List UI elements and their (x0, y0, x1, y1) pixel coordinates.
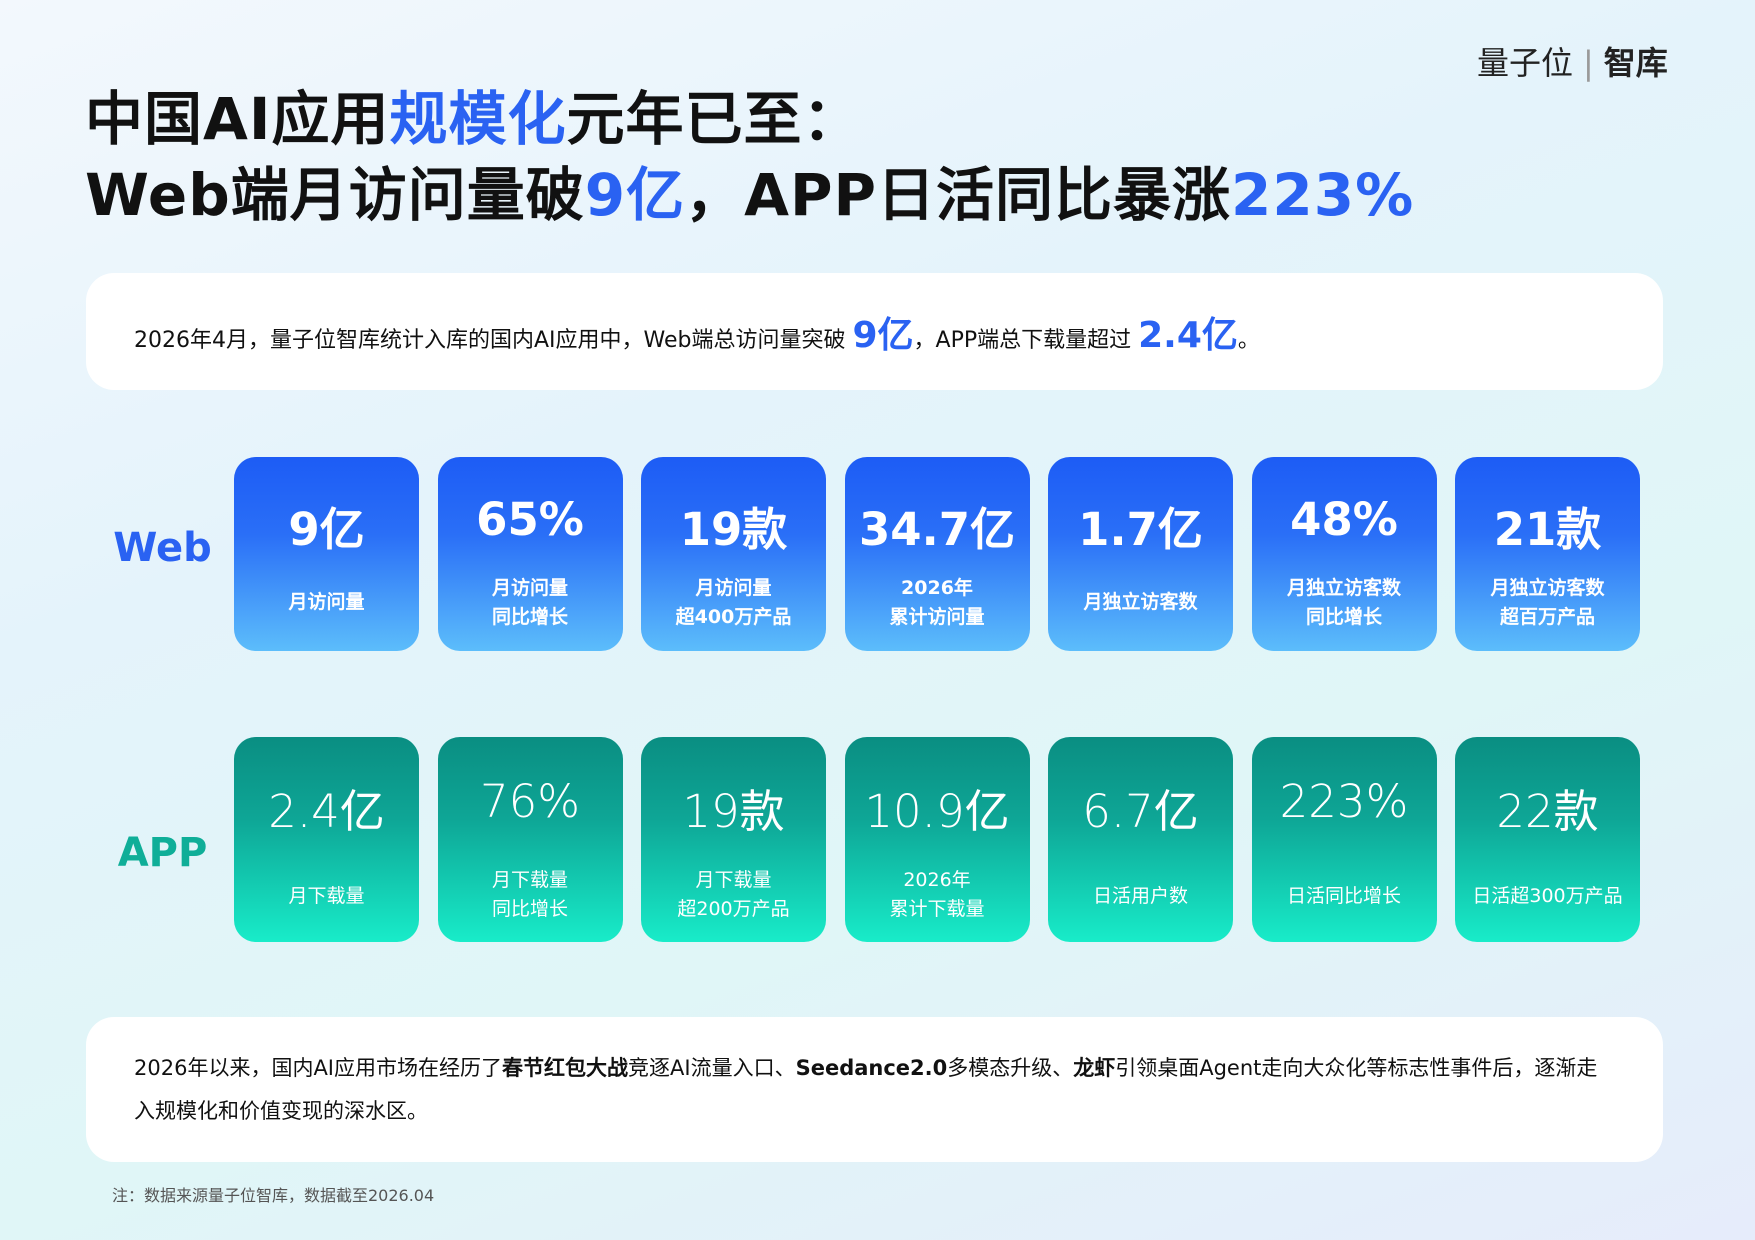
metric-label: 月下载量 (288, 885, 365, 907)
metric-card: 76% 月下载量同比增长 (437, 737, 623, 942)
metric-card: 223% 日活同比增长 (1251, 737, 1437, 942)
metric-card: 9亿月访问量 (234, 457, 419, 651)
metric-value: 19款 (679, 503, 788, 556)
summary-part: 2.4亿 (1138, 314, 1238, 356)
metric-value: 2.4亿 (268, 785, 385, 838)
note-part: 龙虾 (1073, 1056, 1116, 1080)
metric-card: 10.9亿 2026年累计下载量 (844, 737, 1030, 942)
metric-card: 48% 月独立访客数 同比增长 (1251, 457, 1437, 651)
title-part: Web端月访问量破 (85, 161, 585, 229)
note-part: 2026年以来，国内AI应用市场在经历了 (134, 1056, 503, 1080)
metric-value: 1.7亿 (1078, 503, 1203, 556)
title-part: 元年已至： (566, 85, 862, 153)
metric-value: 65% (476, 493, 584, 546)
metric-value: 223% (1279, 775, 1409, 828)
note-part: 竞逐AI流量入口、 (628, 1056, 796, 1080)
metric-value: 34.7亿 (858, 503, 1016, 556)
summary-box: 2026年4月，量子位智库统计入库的国内AI应用中，Web端总访问量突破 9亿，… (86, 273, 1663, 390)
metric-card: 6.7亿日活用户数 (1048, 737, 1233, 942)
row-label: Web (113, 525, 212, 571)
metric-label: 月访问量 (695, 577, 772, 599)
summary-part: 。 (1237, 327, 1260, 353)
metric-label: 月下载量 (695, 869, 772, 891)
metric-label: 日活同比增长 (1286, 885, 1401, 907)
metric-label: 2026年 (903, 869, 971, 891)
metric-label: 月访问量 (288, 591, 365, 613)
summary-part: ，APP端总下载量超过 (913, 327, 1139, 353)
title-part: 9亿 (584, 161, 686, 229)
title-part: 中国AI应用 (85, 85, 390, 153)
title-line2: Web端月访问量破9亿，APP日活同比暴涨223% (85, 148, 1414, 232)
metric-label: 同比增长 (1305, 606, 1382, 628)
metric-value: 22款 (1496, 785, 1599, 838)
note-part: 春节红包大战 (502, 1056, 629, 1080)
summary-part: 9亿 (852, 314, 914, 356)
brand-name: 量子位 (1477, 44, 1574, 82)
metric-card: 22款日活超300万产品 (1455, 737, 1640, 942)
title-part: 223% (1231, 161, 1415, 229)
separator: | (1583, 44, 1594, 82)
note-part: 引领桌面Agent走向大众化等标志性事件后，逐渐走入规模化和价值变现的深水区。 (134, 1056, 1598, 1123)
title-line1: 中国AI应用规模化元年已至： (85, 72, 862, 156)
brand-unit: 智库 (1603, 44, 1668, 82)
note-part: 多模态升级、 (947, 1056, 1074, 1080)
metric-card: 65% 月访问量同比增长 (437, 457, 623, 651)
metric-label: 累计访问量 (889, 606, 985, 628)
metric-label: 月下载量 (491, 869, 568, 891)
metric-label: 月独立访客数 (1083, 591, 1198, 613)
metric-label: 同比增长 (491, 898, 568, 920)
metric-label: 同比增长 (491, 606, 568, 628)
footnote: 注：数据来源量子位智库，数据截至2026.04 (112, 1186, 435, 1205)
note-box: 2026年以来，国内AI应用市场在经历了春节红包大战竞逐AI流量入口、Seeda… (86, 1017, 1663, 1162)
metric-label: 月访问量 (491, 577, 568, 599)
metric-value: 76% (479, 775, 581, 828)
metric-card: 21款月独立访客数 超百万产品 (1455, 457, 1640, 651)
metric-label: 日活用户数 (1092, 885, 1188, 907)
metric-label: 月独立访客数 (1286, 577, 1401, 599)
metric-value: 21款 (1493, 503, 1602, 556)
metric-card: 1.7亿月独立访客数 (1048, 457, 1233, 651)
metric-value: 19款 (682, 785, 785, 838)
metric-label: 超200万产品 (677, 898, 790, 920)
metric-value: 6.7亿 (1082, 785, 1199, 838)
metric-card: 19款月下载量超200万产品 (641, 737, 826, 942)
metric-value: 48% (1290, 493, 1398, 546)
metric-card: 34.7亿 2026年累计访问量 (844, 457, 1030, 651)
row-label: APP (117, 830, 208, 876)
title-part: ，APP日活同比暴涨 (685, 161, 1232, 229)
note-text: 2026年以来，国内AI应用市场在经历了春节红包大战竞逐AI流量入口、Seeda… (134, 1047, 1614, 1133)
metric-card: 19款月访问量超400万产品 (641, 457, 826, 651)
metric-label: 超百万产品 (1499, 606, 1595, 628)
summary-part: 2026年4月，量子位智库统计入库的国内AI应用中，Web端总访问量突破 (134, 327, 853, 353)
brand: 量子位 | 智库 (1477, 38, 1668, 84)
note-part: Seedance2.0 (795, 1056, 948, 1080)
metric-label: 2026年 (901, 577, 973, 599)
metric-label: 月独立访客数 (1490, 577, 1605, 599)
summary-text: 2026年4月，量子位智库统计入库的国内AI应用中，Web端总访问量突破 9亿，… (134, 306, 1260, 358)
title-part: 规模化 (389, 85, 567, 153)
metric-label: 日活超300万产品 (1472, 885, 1623, 907)
metric-label: 累计下载量 (889, 898, 985, 920)
metric-value: 9亿 (288, 503, 365, 556)
metric-label: 超400万产品 (675, 606, 792, 628)
metric-card: 2.4亿月下载量 (234, 737, 419, 942)
metric-value: 10.9亿 (864, 785, 1010, 838)
